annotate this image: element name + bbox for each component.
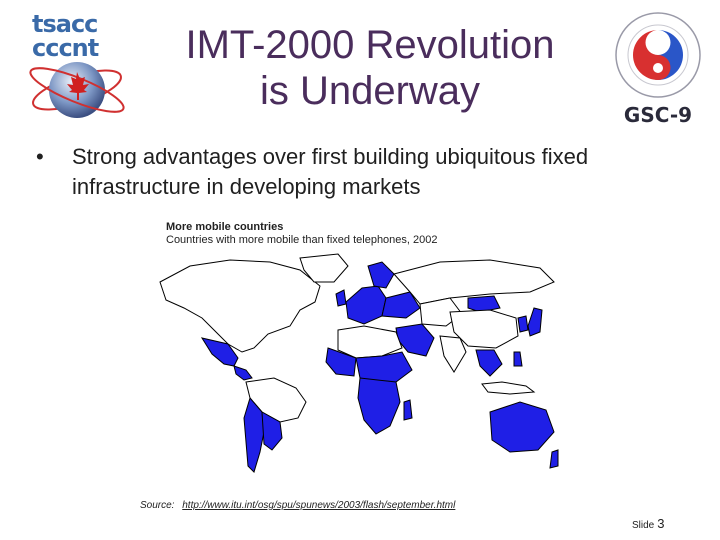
source-citation: Source: http://www.itu.int/osg/spu/spune… [140,500,455,511]
map-mongolia [467,295,501,313]
map-russia [393,259,555,305]
slide-number-value: 3 [657,516,665,531]
map-north-america [159,259,321,353]
logo-text-line2: cccnt [32,34,99,62]
gsc9-logo: GSC-9 [608,10,708,130]
map-japan [527,307,543,337]
map-africa-south [357,377,401,435]
slide-number: Slide 3 [632,515,664,533]
map-greenland [299,253,349,283]
slide-title: IMT-2000 Revolution is Underway [140,22,600,114]
globe-maple-leaf-icon [29,62,125,118]
map-scandinavia [367,261,395,289]
map-indonesia [481,381,536,395]
map-title: More mobile countries [166,221,284,233]
slide-number-label: Slide [632,520,655,531]
map-new-zealand [549,449,559,469]
map-china [449,309,519,349]
map-europe-west [345,285,387,325]
map-europe-east [381,291,421,319]
map-australia [489,401,555,453]
map-africa-north [337,325,403,359]
map-india [439,335,467,373]
gsc9-name: GSC-9 [624,103,692,127]
slide-title-line1: IMT-2000 Revolution [185,23,555,67]
slide-title-line2: is Underway [259,69,481,113]
map-middle-east [395,323,435,357]
map-uk [335,289,347,307]
map-southeast-asia [475,349,503,377]
map-korea [517,315,529,333]
logo-text-line1: tsacc [32,10,98,38]
source-link[interactable]: http://www.itu.int/osg/spu/spunews/2003/… [182,500,456,511]
bullet-marker: • [36,144,44,169]
map-central-america [233,365,253,381]
map-philippines [513,351,523,367]
map-madagascar [403,399,413,421]
map-africa-west [325,347,357,377]
map-south-america-south [261,411,283,451]
tsacc-logo: tsacc cccnt [22,8,132,128]
bullet-text: Strong advantages over first building ub… [72,144,589,199]
source-label: Source: [140,500,175,511]
map-subtitle: Countries with more mobile than fixed te… [166,234,438,246]
gsc9-seal-icon: GSC-9 [615,12,701,127]
world-map [159,253,559,473]
